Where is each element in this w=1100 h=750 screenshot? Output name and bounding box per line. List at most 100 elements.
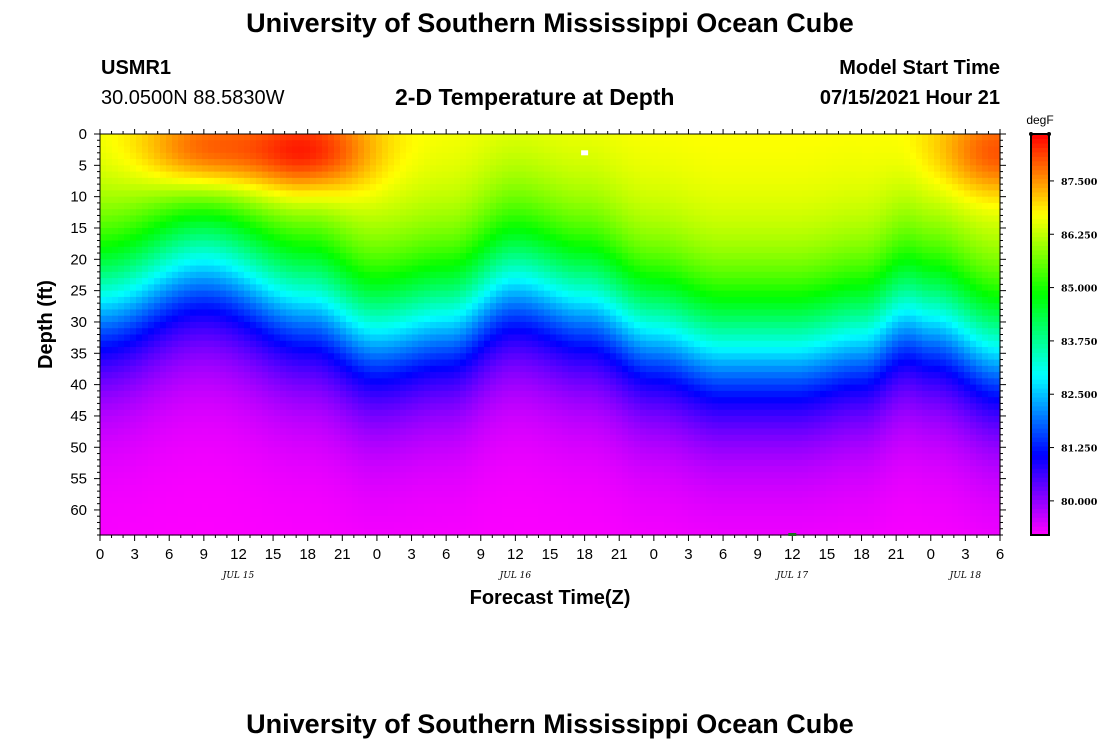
heat-cell bbox=[478, 441, 485, 448]
heat-cell bbox=[262, 403, 269, 411]
heat-cell bbox=[298, 202, 305, 210]
heat-cell bbox=[370, 522, 377, 530]
heat-cell bbox=[202, 484, 209, 492]
heat-cell bbox=[472, 328, 479, 336]
heat-cell bbox=[478, 516, 485, 524]
heat-cell bbox=[196, 522, 203, 530]
heat-cell bbox=[130, 503, 137, 511]
heat-cell bbox=[346, 253, 353, 260]
heat-cell bbox=[382, 165, 389, 173]
heat-cell bbox=[106, 503, 113, 511]
heat-cell bbox=[322, 321, 329, 329]
heat-cell bbox=[424, 503, 431, 511]
heat-cell bbox=[532, 497, 539, 505]
heat-cell bbox=[394, 171, 401, 179]
heat-cell bbox=[520, 271, 527, 279]
heat-cell bbox=[172, 259, 179, 267]
heat-cell bbox=[358, 215, 365, 223]
heat-cell bbox=[430, 296, 437, 304]
heat-cell bbox=[466, 434, 473, 442]
heat-cell bbox=[106, 509, 113, 517]
heat-cell bbox=[334, 472, 341, 480]
heat-cell bbox=[124, 378, 131, 386]
heat-cell bbox=[286, 146, 293, 154]
heat-cell bbox=[442, 265, 449, 273]
heat-cell bbox=[280, 240, 287, 248]
heat-cell bbox=[178, 409, 185, 417]
heat-cell bbox=[316, 328, 323, 336]
heat-cell bbox=[238, 428, 245, 436]
heat-cell bbox=[310, 397, 317, 405]
heat-cell bbox=[262, 353, 269, 361]
heat-cell bbox=[376, 397, 383, 405]
heat-cell bbox=[358, 184, 365, 191]
heat-cell bbox=[484, 196, 491, 204]
heat-cell bbox=[520, 196, 527, 204]
heat-cell bbox=[442, 422, 449, 430]
heat-cell bbox=[556, 459, 563, 467]
heat-cell bbox=[550, 271, 557, 279]
heat-cell bbox=[310, 321, 317, 329]
heat-cell bbox=[310, 522, 317, 530]
heat-cell bbox=[418, 184, 425, 191]
heat-cell bbox=[220, 397, 227, 405]
heat-cell bbox=[346, 265, 353, 273]
heat-cell bbox=[166, 278, 173, 285]
heat-cell bbox=[418, 365, 425, 373]
heat-cell bbox=[424, 384, 431, 392]
heat-cell bbox=[448, 409, 455, 417]
heat-cell bbox=[142, 516, 149, 524]
heat-cell bbox=[124, 497, 131, 505]
heat-cell bbox=[418, 246, 425, 254]
heat-cell bbox=[268, 321, 275, 329]
heat-cell bbox=[250, 303, 257, 311]
heat-cell bbox=[220, 321, 227, 329]
heat-cell bbox=[370, 215, 377, 223]
heat-cell bbox=[460, 372, 467, 379]
heat-cell bbox=[562, 516, 569, 524]
heat-cell bbox=[154, 378, 161, 386]
heat-cell bbox=[274, 466, 281, 473]
heat-cell bbox=[238, 340, 245, 348]
heat-cell bbox=[352, 234, 359, 242]
heat-cell bbox=[532, 290, 539, 298]
heat-cell bbox=[118, 321, 125, 329]
heat-cell bbox=[160, 453, 167, 461]
heat-cell bbox=[364, 146, 371, 154]
heat-cell bbox=[292, 184, 299, 191]
heat-cell bbox=[292, 509, 299, 517]
heat-cell bbox=[508, 315, 515, 323]
heat-cell bbox=[202, 340, 209, 348]
heat-cell bbox=[250, 428, 257, 436]
heat-cell bbox=[334, 159, 341, 166]
heat-cell bbox=[472, 177, 479, 185]
heat-cell bbox=[460, 190, 467, 198]
heat-cell bbox=[208, 171, 215, 179]
heat-cell bbox=[160, 202, 167, 210]
heat-cell bbox=[220, 140, 227, 148]
heat-cell bbox=[340, 378, 347, 386]
heat-cell bbox=[256, 190, 263, 198]
heat-cell bbox=[220, 403, 227, 411]
heat-cell bbox=[346, 246, 353, 254]
heat-cell bbox=[496, 165, 503, 173]
heat-cell bbox=[484, 459, 491, 467]
heat-cell bbox=[388, 447, 395, 455]
heat-cell bbox=[142, 428, 149, 436]
heat-cell bbox=[106, 516, 113, 524]
heat-cell bbox=[142, 447, 149, 455]
heat-cell bbox=[340, 202, 347, 210]
heat-cell bbox=[406, 227, 413, 235]
heat-cell bbox=[352, 240, 359, 248]
heat-cell bbox=[232, 347, 239, 354]
heat-cell bbox=[196, 265, 203, 273]
heat-cell bbox=[226, 190, 233, 198]
heat-cell bbox=[124, 315, 131, 323]
heat-cell bbox=[364, 190, 371, 198]
heat-cell bbox=[544, 284, 551, 292]
heat-cell bbox=[250, 259, 257, 267]
heat-cell bbox=[244, 196, 251, 204]
heat-cell bbox=[286, 278, 293, 285]
heat-cell bbox=[166, 453, 173, 461]
heat-cell bbox=[544, 209, 551, 217]
